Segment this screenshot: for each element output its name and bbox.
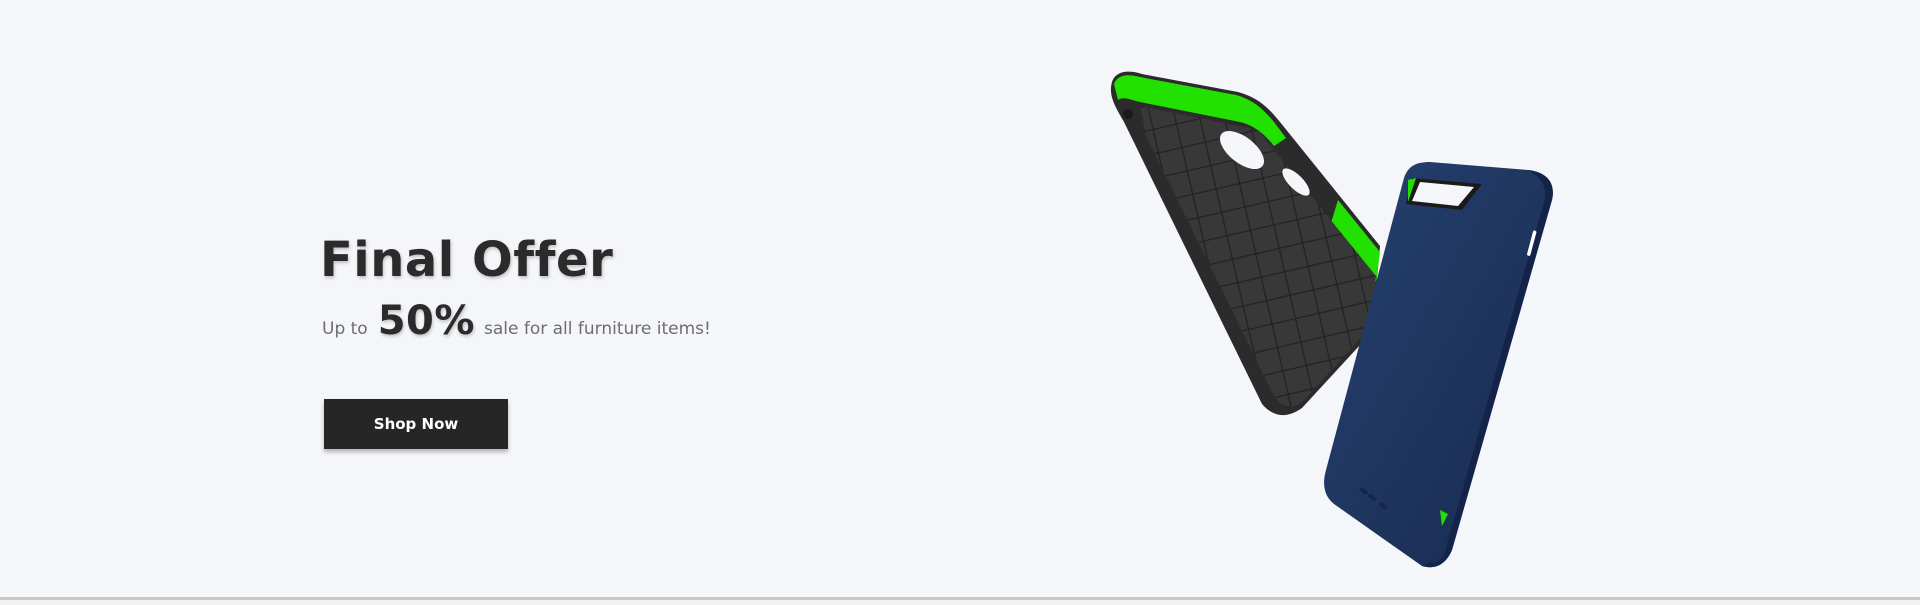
inner-case bbox=[1110, 71, 1380, 416]
phone-case-image: ▬▬ ▬ bbox=[1110, 71, 1553, 568]
hero-subtitle: Up to 50% sale for all furniture items! bbox=[322, 298, 711, 344]
shop-now-button[interactable]: Shop Now bbox=[324, 399, 508, 449]
subtitle-prefix: Up to bbox=[322, 319, 368, 339]
subtitle-suffix: sale for all furniture items! bbox=[483, 319, 711, 339]
discount-percentage: 50% bbox=[377, 298, 475, 344]
section-divider bbox=[0, 597, 1920, 600]
front-case: ▬▬ ▬ bbox=[1324, 162, 1553, 568]
hero-title: Final Offer bbox=[320, 232, 614, 289]
page-bottom-strip bbox=[0, 600, 1920, 605]
